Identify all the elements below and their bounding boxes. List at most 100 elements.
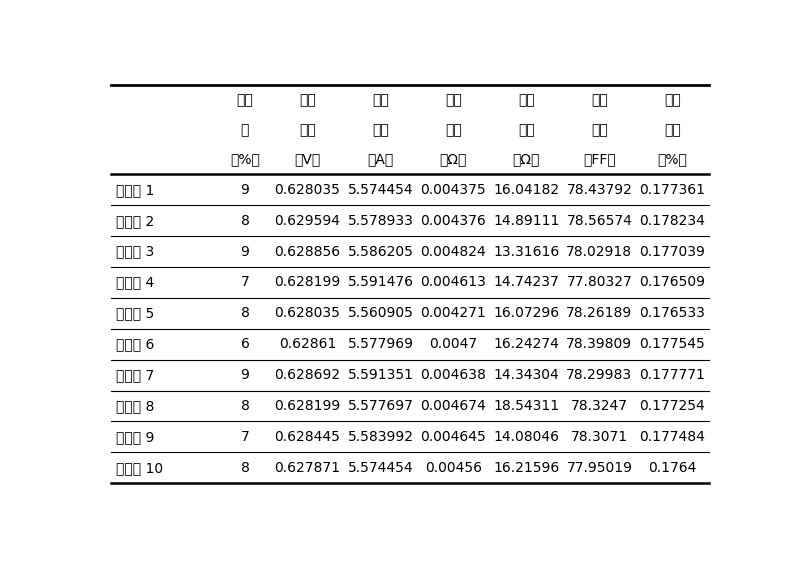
Text: 78.39809: 78.39809	[566, 337, 633, 351]
Text: 0.628445: 0.628445	[274, 430, 341, 444]
Text: （FF）: （FF）	[583, 153, 616, 167]
Text: 5.583992: 5.583992	[347, 430, 414, 444]
Text: 实施例 5: 实施例 5	[116, 306, 154, 320]
Text: 0.628199: 0.628199	[274, 276, 341, 289]
Text: 16.21596: 16.21596	[494, 461, 559, 475]
Text: 78.26189: 78.26189	[566, 306, 633, 320]
Text: 8: 8	[241, 306, 250, 320]
Text: 7: 7	[241, 430, 250, 444]
Text: 实施例 7: 实施例 7	[116, 368, 154, 382]
Text: 0.004376: 0.004376	[421, 214, 486, 228]
Text: 串联: 串联	[445, 93, 462, 107]
Text: 8: 8	[241, 461, 250, 475]
Text: 5.578933: 5.578933	[347, 214, 414, 228]
Text: 13.31616: 13.31616	[494, 245, 559, 259]
Text: 0.628035: 0.628035	[274, 183, 341, 197]
Text: 0.628856: 0.628856	[274, 245, 341, 259]
Text: 0.0047: 0.0047	[430, 337, 478, 351]
Text: （Ω）: （Ω）	[440, 153, 467, 167]
Text: 0.178234: 0.178234	[639, 214, 706, 228]
Text: 5.560905: 5.560905	[347, 306, 414, 320]
Text: 电压: 电压	[299, 123, 316, 137]
Text: 16.24274: 16.24274	[494, 337, 559, 351]
Text: 9: 9	[241, 183, 250, 197]
Text: 14.89111: 14.89111	[494, 214, 559, 228]
Text: 14.08046: 14.08046	[494, 430, 559, 444]
Text: 18.54311: 18.54311	[494, 399, 559, 413]
Text: 6: 6	[241, 337, 250, 351]
Text: 0.177771: 0.177771	[639, 368, 706, 382]
Text: 0.004375: 0.004375	[421, 183, 486, 197]
Text: 0.628692: 0.628692	[274, 368, 341, 382]
Text: 实施例 4: 实施例 4	[116, 276, 154, 289]
Text: 实施例 10: 实施例 10	[116, 461, 163, 475]
Text: 5.586205: 5.586205	[347, 245, 414, 259]
Text: 0.177545: 0.177545	[639, 337, 706, 351]
Text: 8: 8	[241, 214, 250, 228]
Text: 0.00456: 0.00456	[425, 461, 482, 475]
Text: 14.74237: 14.74237	[494, 276, 559, 289]
Text: 0.627871: 0.627871	[274, 461, 341, 475]
Text: 0.004638: 0.004638	[421, 368, 486, 382]
Text: 0.628199: 0.628199	[274, 399, 341, 413]
Text: （Ω）: （Ω）	[513, 153, 540, 167]
Text: 并联: 并联	[518, 93, 534, 107]
Text: 实施例 1: 实施例 1	[116, 183, 154, 197]
Text: （A）: （A）	[367, 153, 394, 167]
Text: 77.80327: 77.80327	[566, 276, 632, 289]
Text: 0.177361: 0.177361	[639, 183, 706, 197]
Text: 7: 7	[241, 276, 250, 289]
Text: （%）: （%）	[658, 153, 687, 167]
Text: 5.574454: 5.574454	[348, 183, 414, 197]
Text: 电阻: 电阻	[445, 123, 462, 137]
Text: 77.95019: 77.95019	[566, 461, 632, 475]
Text: （%）: （%）	[230, 153, 260, 167]
Text: 5.591476: 5.591476	[347, 276, 414, 289]
Text: 78.02918: 78.02918	[566, 245, 633, 259]
Text: 0.004645: 0.004645	[421, 430, 486, 444]
Text: 78.3071: 78.3071	[571, 430, 628, 444]
Text: 电阻: 电阻	[518, 123, 534, 137]
Text: 16.04182: 16.04182	[494, 183, 559, 197]
Text: 0.176533: 0.176533	[639, 306, 706, 320]
Text: 8: 8	[241, 399, 250, 413]
Text: 填充: 填充	[591, 93, 608, 107]
Text: 0.004674: 0.004674	[421, 399, 486, 413]
Text: 16.07296: 16.07296	[494, 306, 559, 320]
Text: 因子: 因子	[591, 123, 608, 137]
Text: 短路: 短路	[372, 93, 389, 107]
Text: 率: 率	[241, 123, 249, 137]
Text: 实施例 2: 实施例 2	[116, 214, 154, 228]
Text: 0.004613: 0.004613	[421, 276, 486, 289]
Text: 0.176509: 0.176509	[639, 276, 706, 289]
Text: 0.62861: 0.62861	[279, 337, 336, 351]
Text: 9: 9	[241, 368, 250, 382]
Text: 转换: 转换	[664, 93, 681, 107]
Text: 实施例 9: 实施例 9	[116, 430, 154, 444]
Text: 5.577697: 5.577697	[347, 399, 414, 413]
Text: 0.177039: 0.177039	[639, 245, 706, 259]
Text: 0.004271: 0.004271	[421, 306, 486, 320]
Text: 实施例 6: 实施例 6	[116, 337, 154, 351]
Text: 0.629594: 0.629594	[274, 214, 341, 228]
Text: 电流: 电流	[372, 123, 389, 137]
Text: 0.628035: 0.628035	[274, 306, 341, 320]
Text: 反射: 反射	[237, 93, 254, 107]
Text: 0.177484: 0.177484	[639, 430, 706, 444]
Text: 5.577969: 5.577969	[347, 337, 414, 351]
Text: 78.29983: 78.29983	[566, 368, 633, 382]
Text: 78.43792: 78.43792	[566, 183, 632, 197]
Text: 实施例 3: 实施例 3	[116, 245, 154, 259]
Text: （V）: （V）	[294, 153, 321, 167]
Text: 实施例 8: 实施例 8	[116, 399, 154, 413]
Text: 78.56574: 78.56574	[566, 214, 632, 228]
Text: 0.004824: 0.004824	[421, 245, 486, 259]
Text: 开路: 开路	[299, 93, 316, 107]
Text: 5.574454: 5.574454	[348, 461, 414, 475]
Text: 0.177254: 0.177254	[639, 399, 706, 413]
Text: 效率: 效率	[664, 123, 681, 137]
Text: 78.3247: 78.3247	[571, 399, 628, 413]
Text: 0.1764: 0.1764	[648, 461, 697, 475]
Text: 14.34304: 14.34304	[494, 368, 559, 382]
Text: 9: 9	[241, 245, 250, 259]
